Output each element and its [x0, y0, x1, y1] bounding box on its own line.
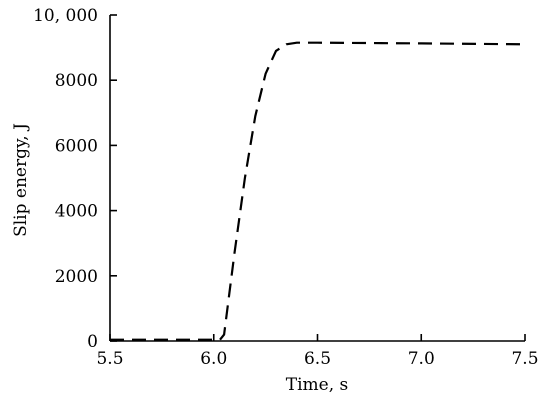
- y-tick-label: 10, 000: [33, 6, 98, 26]
- y-tick-label: 2000: [55, 267, 98, 287]
- x-axis-title: Time, s: [286, 375, 349, 395]
- x-tick-label: 5.5: [96, 349, 123, 369]
- y-tick-label: 8000: [55, 71, 98, 91]
- y-axis-title: Slip energy, J: [11, 123, 31, 237]
- plot-area: [110, 41, 526, 341]
- x-tick-label: 6.0: [200, 349, 227, 369]
- x-tick-label: 7.0: [408, 349, 435, 369]
- y-tick-label: 0: [87, 332, 98, 352]
- y-tick-label: 6000: [55, 136, 98, 156]
- x-tick-label: 7.5: [511, 349, 538, 369]
- x-tick-label: 6.5: [304, 349, 331, 369]
- y-tick-label: 4000: [55, 202, 98, 222]
- series-line: [110, 41, 526, 341]
- x-axis-ticks: 5.5 6.0 6.5 7.0 7.5: [96, 334, 539, 369]
- y-axis-ticks: 0 2000 4000 6000 8000 10, 000: [33, 6, 117, 352]
